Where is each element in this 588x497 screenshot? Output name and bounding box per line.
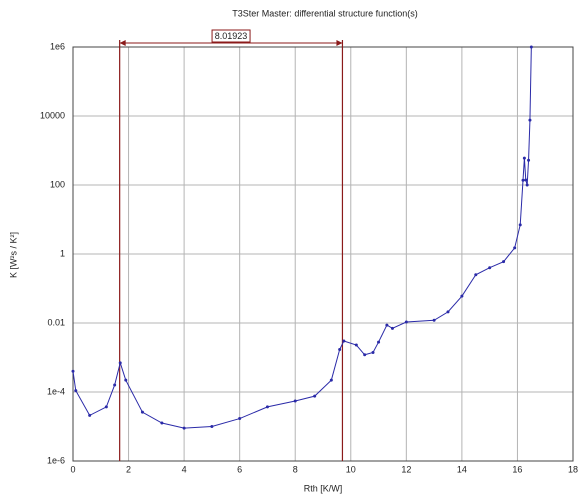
y-tick-label: 1e-6 <box>47 455 65 465</box>
data-point <box>513 246 517 250</box>
y-tick-label: 1 <box>60 248 65 258</box>
data-point <box>88 413 92 417</box>
data-point <box>124 378 128 382</box>
annotation: 8.01923 <box>215 31 248 41</box>
data-point <box>342 339 346 343</box>
data-point <box>446 310 450 314</box>
data-point <box>71 369 75 373</box>
data-point <box>210 425 214 428</box>
data-point <box>74 389 78 393</box>
data-point <box>404 320 408 324</box>
data-point <box>338 348 342 352</box>
x-tick-label: 2 <box>126 464 131 474</box>
x-tick-label: 14 <box>457 464 467 474</box>
data-point <box>265 405 269 409</box>
annotation-box <box>211 29 251 43</box>
data-point <box>182 426 186 430</box>
data-point <box>293 399 297 403</box>
x-tick-label: 10 <box>346 464 356 474</box>
data-point <box>529 45 533 49</box>
plot-frame <box>72 46 574 462</box>
x-tick-label: 8 <box>293 464 298 474</box>
y-tick-label: 10000 <box>40 110 65 120</box>
y-axis-label: K [W²s / K²] <box>8 232 18 278</box>
x-axis-label: Rth [K/W] <box>304 483 343 493</box>
data-point <box>527 158 531 162</box>
data-point <box>329 378 333 382</box>
chart-title: T3Ster Master: differential structure fu… <box>232 8 417 18</box>
data-point <box>525 183 529 187</box>
data-point <box>313 394 317 398</box>
y-tick-label: 1e-4 <box>47 386 65 396</box>
data-point <box>238 417 242 421</box>
data-point <box>390 326 394 330</box>
data-point <box>432 318 436 322</box>
data-point <box>524 178 528 182</box>
data-point <box>528 118 532 122</box>
data-point <box>522 156 526 160</box>
data-point <box>363 353 367 357</box>
data-point <box>460 294 464 298</box>
y-tick-label: 100 <box>50 179 65 189</box>
x-tick-label: 12 <box>401 464 411 474</box>
data-point <box>371 350 375 354</box>
x-tick-label: 0 <box>70 464 75 474</box>
data-point <box>488 266 492 270</box>
x-tick-label: 6 <box>237 464 242 474</box>
data-point <box>385 323 389 327</box>
data-point <box>113 383 117 387</box>
data-point <box>104 405 108 409</box>
data-point <box>502 260 506 264</box>
y-tick-label: 0.01 <box>47 317 65 327</box>
data-point <box>140 410 144 414</box>
data-point <box>521 178 525 182</box>
x-tick-label: 4 <box>182 464 187 474</box>
data-point <box>354 343 358 347</box>
y-tick-label: 1e6 <box>50 41 65 51</box>
data-point <box>474 273 478 277</box>
data-point <box>118 361 122 365</box>
data-point <box>160 421 164 425</box>
x-tick-label: 18 <box>568 464 578 474</box>
data-point <box>518 223 522 227</box>
x-tick-label: 16 <box>512 464 522 474</box>
data-point <box>377 340 381 344</box>
series-line <box>72 46 532 429</box>
